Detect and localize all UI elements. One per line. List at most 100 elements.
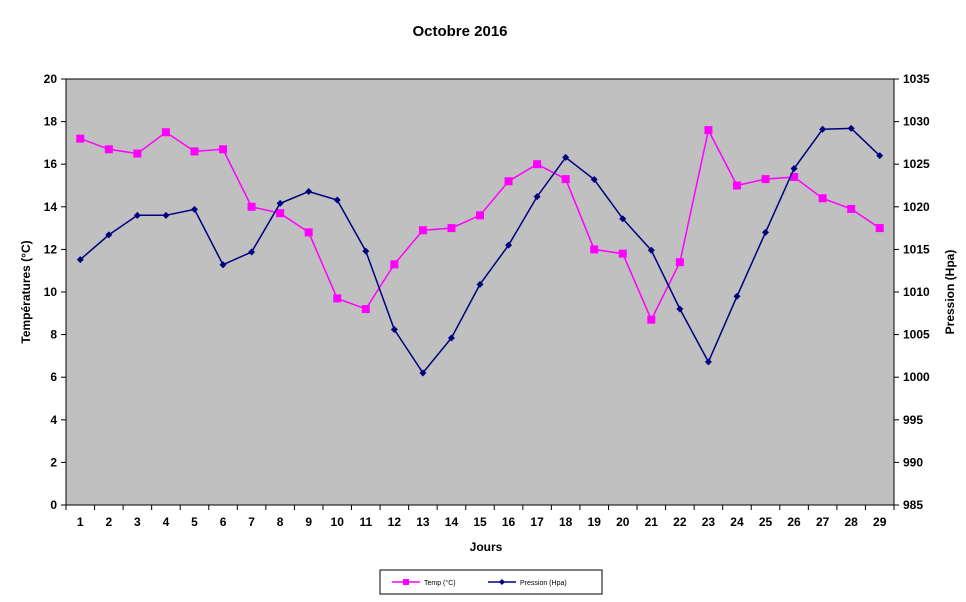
data-point [248,248,256,256]
series-temp [76,126,884,324]
data-point [561,175,570,184]
data-point [333,294,342,303]
data-point [219,261,227,269]
y-tick-label: 4 [50,413,57,427]
data-point [533,160,542,169]
x-tick-label: 26 [787,515,801,529]
data-point [647,246,655,254]
data-point [847,124,855,132]
data-point [419,369,427,377]
data-point [418,226,427,235]
x-tick-label: 16 [502,515,516,529]
y-tick-label: 16 [44,157,58,171]
data-point [190,147,199,156]
data-point [790,164,798,172]
data-point [305,187,313,195]
y-tick-label: 14 [44,200,58,214]
chart-title: Octobre 2016 [412,23,507,40]
y2-tick-label: 1005 [903,328,930,342]
x-tick-label: 4 [163,515,170,529]
x-tick-label: 25 [759,515,773,529]
x-tick-label: 8 [277,515,284,529]
data-point [361,305,370,314]
x-tick-label: 12 [388,515,402,529]
y-tick-label: 0 [50,498,57,512]
data-point [590,176,598,184]
x-tick-label: 13 [416,515,430,529]
y-axis-right: 985 990 995 1000 1005 1010 1015 1020 1025 1030 103… [894,72,930,512]
x-tick-label: 10 [331,515,345,529]
x-tick-label: 1 [77,515,84,529]
y-tick-label: 12 [44,242,58,256]
data-point [447,224,456,233]
y-tick-label: 10 [44,285,58,299]
data-point [447,334,455,342]
legend-marker-temp [403,579,409,585]
y2-tick-label: 1020 [903,200,930,214]
legend-item-pression: Pression (Hpa) [488,579,567,587]
data-point [875,224,884,233]
data-point [818,194,827,203]
data-point [761,175,770,184]
data-point [505,241,513,249]
legend-label-pression: Pression (Hpa) [520,580,567,587]
data-point [647,315,656,324]
legend-marker-pression [499,579,505,585]
data-point [105,231,113,239]
y-tick-label: 18 [44,115,58,129]
data-point [619,215,627,223]
data-point [276,199,284,207]
y2-tick-label: 1000 [903,370,930,384]
data-point [76,256,84,264]
data-point [133,149,142,158]
y2-tick-label: 990 [903,455,923,469]
x-tick-label: 14 [445,515,459,529]
data-point [219,145,228,154]
x-tick-label: 7 [248,515,255,529]
data-point [733,292,741,300]
x-axis: 1 2 3 4 5 6 7 8 9 10 11 12 13 14 15 16 17 18 19 20 21 22 23 24 2… [65,505,895,529]
x-tick-label: 19 [588,515,602,529]
data-point [104,145,113,154]
data-point [133,211,141,219]
data-point [590,245,599,254]
x-tick-label: 9 [305,515,312,529]
data-point [675,258,684,267]
y2-tick-label: 995 [903,413,923,427]
y-tick-label: 20 [44,72,58,86]
y-axis-label: Températures (°C) [19,240,33,343]
data-point [190,205,198,213]
y-tick-label: 2 [50,455,57,469]
x-tick-label: 3 [134,515,141,529]
y2-axis-label: Pression (Hpa) [943,250,957,335]
data-point [676,305,684,313]
plot-area [65,78,895,506]
x-tick-label: 2 [105,515,112,529]
y2-tick-label: 1015 [903,242,930,256]
data-point [704,358,712,366]
x-tick-label: 6 [220,515,227,529]
data-point [762,228,770,236]
x-tick-label: 23 [702,515,716,529]
data-point [76,134,85,143]
legend: Temp (°C) Pression (Hpa) [379,569,603,595]
x-tick-label: 29 [873,515,887,529]
x-tick-label: 28 [844,515,858,529]
data-point [161,128,170,137]
series-layer [76,124,884,377]
legend-label-temp: Temp (°C) [424,579,456,587]
data-point [276,209,285,218]
y2-tick-label: 985 [903,498,923,512]
x-tick-label: 18 [559,515,573,529]
data-point [618,249,627,258]
data-point [732,181,741,190]
y2-tick-label: 1025 [903,157,930,171]
y2-tick-label: 1030 [903,115,930,129]
y2-tick-label: 1010 [903,285,930,299]
data-point [704,126,713,135]
data-point [504,177,513,186]
y-axis-left: 0 2 4 6 8 10 12 14 16 18 20 [44,72,66,512]
y2-tick-label: 1035 [903,72,930,86]
data-point [876,152,884,160]
y-tick-label: 6 [50,370,57,384]
